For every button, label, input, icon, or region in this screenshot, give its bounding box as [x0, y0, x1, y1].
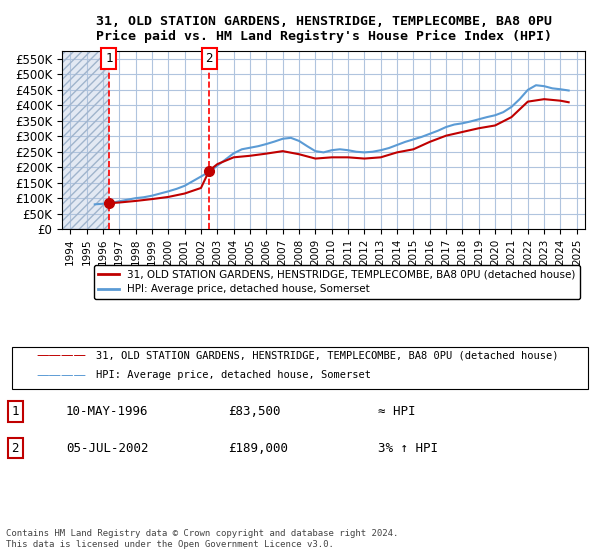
- Text: ————: ————: [36, 349, 86, 362]
- Text: ————: ————: [36, 368, 86, 382]
- Text: 2: 2: [11, 441, 19, 455]
- Text: £189,000: £189,000: [228, 441, 288, 455]
- Text: HPI: Average price, detached house, Somerset: HPI: Average price, detached house, Some…: [96, 370, 371, 380]
- Text: 10-MAY-1996: 10-MAY-1996: [66, 405, 149, 418]
- Text: 2: 2: [205, 52, 213, 65]
- Text: 1: 1: [11, 405, 19, 418]
- Title: 31, OLD STATION GARDENS, HENSTRIDGE, TEMPLECOMBE, BA8 0PU
Price paid vs. HM Land: 31, OLD STATION GARDENS, HENSTRIDGE, TEM…: [95, 15, 551, 43]
- Text: ≈ HPI: ≈ HPI: [378, 405, 415, 418]
- Text: 05-JUL-2002: 05-JUL-2002: [66, 441, 149, 455]
- Text: 3% ↑ HPI: 3% ↑ HPI: [378, 441, 438, 455]
- Text: Contains HM Land Registry data © Crown copyright and database right 2024.
This d: Contains HM Land Registry data © Crown c…: [6, 529, 398, 549]
- Bar: [62, 51, 109, 229]
- Text: 1: 1: [105, 52, 113, 65]
- Text: £83,500: £83,500: [228, 405, 281, 418]
- Text: 31, OLD STATION GARDENS, HENSTRIDGE, TEMPLECOMBE, BA8 0PU (detached house): 31, OLD STATION GARDENS, HENSTRIDGE, TEM…: [96, 351, 559, 361]
- Bar: [62, 51, 109, 229]
- Legend: 31, OLD STATION GARDENS, HENSTRIDGE, TEMPLECOMBE, BA8 0PU (detached house), HPI:: 31, OLD STATION GARDENS, HENSTRIDGE, TEM…: [94, 265, 580, 298]
